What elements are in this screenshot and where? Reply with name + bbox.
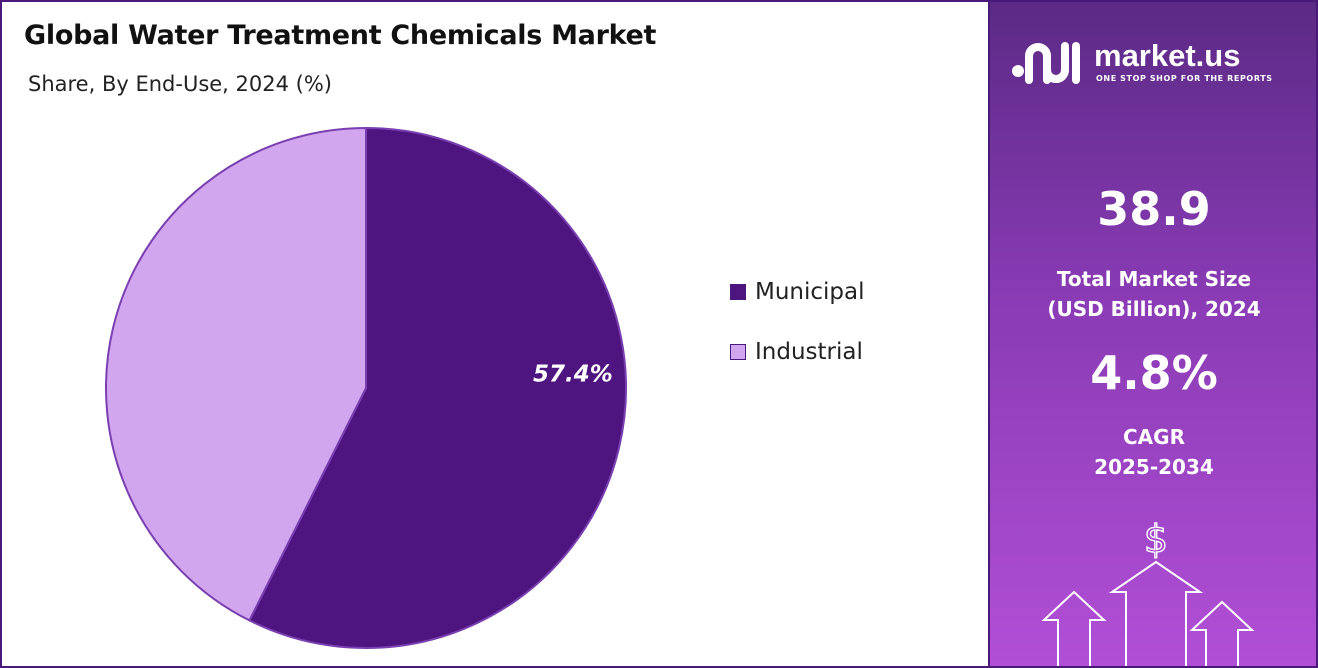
currency-symbol: $ [1144, 517, 1168, 561]
legend-label-industrial: Industrial [755, 339, 863, 365]
pie-slice-municipal [248, 126, 627, 649]
cagr-label-line1: CAGR [1123, 425, 1185, 449]
market-size-value: 38.9 [1097, 182, 1211, 236]
pie-chart: 57.4% [105, 126, 627, 649]
stats-panel: market.us ONE STOP SHOP FOR THE REPORTS … [988, 2, 1316, 666]
cagr-label-line2: 2025-2034 [1094, 455, 1214, 479]
brand-tagline: ONE STOP SHOP FOR THE REPORTS [1096, 74, 1273, 83]
legend-swatch-municipal [730, 284, 746, 300]
chart-title: Global Water Treatment Chemicals Market [24, 20, 657, 51]
legend-item-industrial: Industrial [730, 336, 865, 368]
chart-subtitle: Share, By End-Use, 2024 (%) [28, 72, 332, 96]
cagr-value: 4.8% [1090, 346, 1218, 400]
market-us-logo-icon [1012, 42, 1080, 84]
legend-swatch-industrial [730, 344, 746, 360]
market-size-label-line2: (USD Billion), 2024 [1047, 297, 1261, 321]
chart-panel: Global Water Treatment Chemicals Market … [2, 2, 988, 666]
chart-legend: Municipal Industrial [730, 276, 865, 396]
market-size-label-line1: Total Market Size [1056, 267, 1252, 291]
legend-label-municipal: Municipal [755, 279, 865, 305]
data-label-municipal: 57.4% [533, 362, 613, 388]
pie-slice-industrial [105, 126, 367, 622]
legend-item-municipal: Municipal [730, 276, 865, 308]
brand-name: market.us [1094, 38, 1241, 73]
growth-arrows-icon: $ [1041, 516, 1255, 666]
brand-logo: market.us ONE STOP SHOP FOR THE REPORTS [1010, 38, 1300, 88]
